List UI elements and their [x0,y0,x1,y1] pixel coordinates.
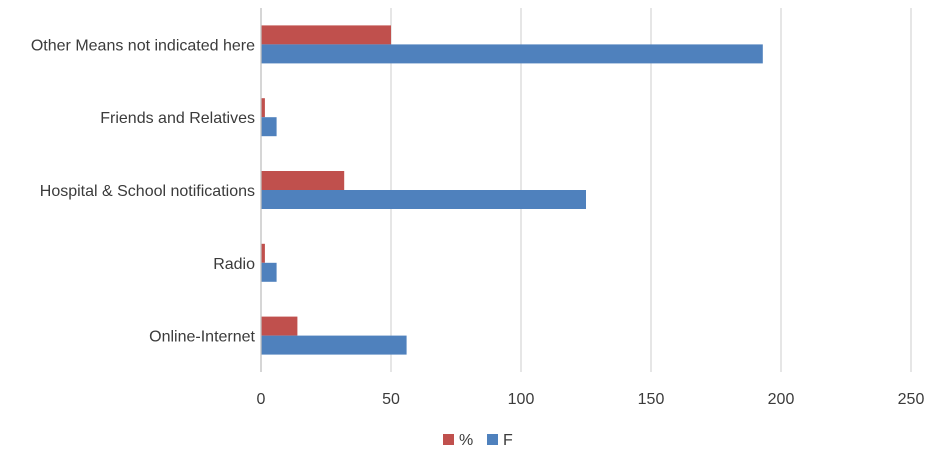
bar-f [261,190,586,209]
bar-percent [261,243,265,263]
category-label: Hospital & School notifications [40,183,255,200]
legend-label-f: F [503,432,513,449]
legend-label-percent: % [459,432,473,449]
bar-percent [261,316,298,336]
x-tick-label-100: 100 [508,391,535,408]
bars [261,25,763,355]
category-label: Friends and Relatives [100,110,255,127]
category-label: Online-Internet [149,329,255,346]
x-tick-label-50: 50 [382,391,400,408]
x-tick-label-200: 200 [768,391,795,408]
x-tick-label-250: 250 [898,391,925,408]
gridlines [390,8,912,372]
category-labels: Other Means not indicated here Friends an… [31,37,256,345]
bar-percent [261,25,391,45]
legend-swatch-f [487,434,498,445]
bar-f [261,44,763,64]
x-tick-label-0: 0 [257,391,266,408]
bar-f [261,262,277,282]
x-tick-label-150: 150 [638,391,665,408]
bar-percent [261,98,265,118]
legend: % F [443,432,513,449]
bar-percent [261,171,345,190]
bar-f [261,335,407,355]
category-label: Other Means not indicated here [31,37,255,54]
category-label: Radio [213,256,255,273]
x-tick-labels: 0 50 100 150 200 250 [257,391,925,408]
bar-f [261,117,277,137]
legend-swatch-percent [443,434,454,445]
